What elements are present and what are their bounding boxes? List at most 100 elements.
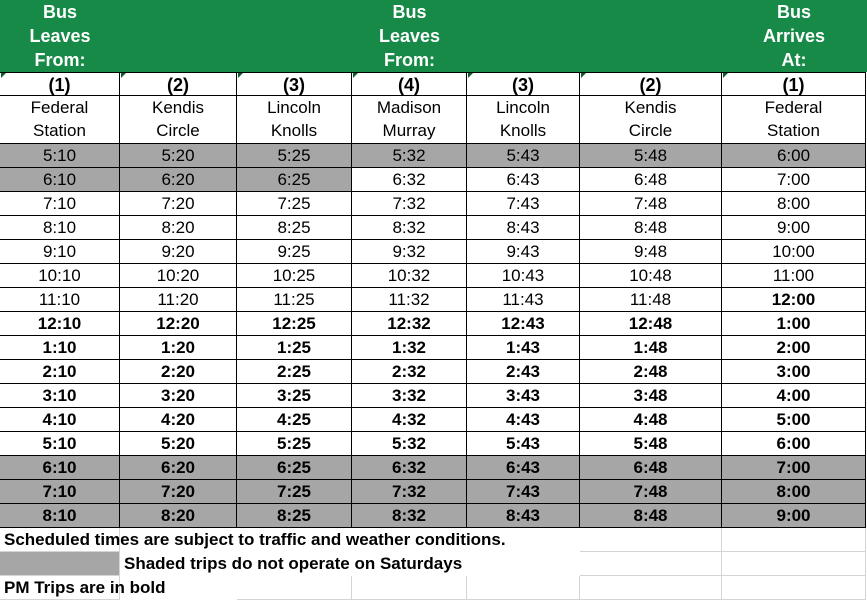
- time-cell: 7:20: [120, 480, 237, 504]
- column-number: (1): [0, 72, 120, 96]
- header-line: At:: [781, 50, 807, 70]
- time-cell: 11:48: [580, 288, 722, 312]
- column-name-line: Circle: [156, 121, 200, 140]
- time-cell: 3:20: [120, 384, 237, 408]
- time-cell: 9:48: [580, 240, 722, 264]
- column-name-line: Federal: [30, 98, 89, 117]
- column-name-line: Kendis: [624, 98, 677, 117]
- time-cell: 2:00: [722, 336, 866, 360]
- time-cell: 5:20: [120, 144, 237, 168]
- column-name: Lincoln Knolls: [237, 96, 352, 144]
- column-number: (2): [580, 72, 722, 96]
- time-cell: 9:00: [722, 504, 866, 528]
- footer-cell: [722, 576, 866, 600]
- time-cell: 5:32: [352, 432, 467, 456]
- time-cell: 12:10: [0, 312, 120, 336]
- note: PM Trips are in bold: [4, 578, 166, 597]
- time-cell: 12:20: [120, 312, 237, 336]
- header-line: From:: [384, 50, 435, 70]
- time-cell: 11:20: [120, 288, 237, 312]
- footer-cell: [580, 576, 722, 600]
- time-cell: 5:00: [722, 408, 866, 432]
- time-cell: 5:43: [467, 432, 580, 456]
- time-cell: 3:25: [237, 384, 352, 408]
- time-cell: 8:48: [580, 504, 722, 528]
- note: Shaded trips do not operate on Saturdays: [124, 554, 463, 573]
- time-cell: 7:10: [0, 480, 120, 504]
- corner-mark: [353, 72, 359, 78]
- time-cell: 8:20: [120, 504, 237, 528]
- header-line: Leaves: [378, 26, 441, 46]
- time-cell: 8:10: [0, 216, 120, 240]
- time-cell: 4:43: [467, 408, 580, 432]
- time-cell: 1:48: [580, 336, 722, 360]
- time-cell: 4:32: [352, 408, 467, 432]
- time-cell: 8:00: [722, 480, 866, 504]
- time-cell: 8:43: [467, 504, 580, 528]
- column-name-line: Murray: [382, 121, 436, 140]
- time-cell: 1:10: [0, 336, 120, 360]
- time-cell: 5:25: [237, 432, 352, 456]
- time-cell: 8:25: [237, 216, 352, 240]
- time-cell: 6:48: [580, 456, 722, 480]
- time-cell: 7:43: [467, 192, 580, 216]
- time-cell: 11:25: [237, 288, 352, 312]
- time-cell: 8:48: [580, 216, 722, 240]
- time-cell: 6:32: [352, 168, 467, 192]
- column-name-line: Station: [767, 121, 820, 140]
- time-cell: 8:20: [120, 216, 237, 240]
- column-name-line: Circle: [628, 121, 673, 140]
- header-line: Bus: [42, 2, 77, 22]
- footer-cell: [580, 528, 722, 552]
- column-name: Madison Murray: [352, 96, 467, 144]
- column-name: Federal Station: [0, 96, 120, 144]
- time-cell: 10:10: [0, 264, 120, 288]
- footer-cell: [352, 576, 467, 600]
- time-cell: 2:48: [580, 360, 722, 384]
- footer-cell: [722, 552, 866, 576]
- header-group: Bus Arrives At:: [722, 0, 866, 72]
- header-group: Bus Leaves From:: [352, 0, 467, 72]
- time-cell: 11:00: [722, 264, 866, 288]
- column-name: Lincoln Knolls: [467, 96, 580, 144]
- time-cell: 9:20: [120, 240, 237, 264]
- time-cell: 6:10: [0, 456, 120, 480]
- time-cell: 8:10: [0, 504, 120, 528]
- time-cell: 8:32: [352, 504, 467, 528]
- time-cell: 2:20: [120, 360, 237, 384]
- time-cell: 5:10: [0, 432, 120, 456]
- time-cell: 12:32: [352, 312, 467, 336]
- footer-cell: [0, 528, 120, 552]
- column-number: (4): [352, 72, 467, 96]
- corner-mark: [723, 72, 729, 78]
- header-line: Leaves: [29, 26, 91, 46]
- time-cell: 6:00: [722, 432, 866, 456]
- time-cell: 10:25: [237, 264, 352, 288]
- time-cell: 4:00: [722, 384, 866, 408]
- time-cell: 1:32: [352, 336, 467, 360]
- corner-mark: [121, 72, 127, 78]
- corner-mark: [581, 72, 587, 78]
- time-cell: 10:32: [352, 264, 467, 288]
- time-cell: 8:43: [467, 216, 580, 240]
- time-cell: 7:32: [352, 192, 467, 216]
- header-line: From:: [34, 50, 86, 70]
- note: Scheduled times are subject to traffic a…: [4, 530, 506, 549]
- time-cell: 8:00: [722, 192, 866, 216]
- column-name: Kendis Circle: [580, 96, 722, 144]
- column-name: Kendis Circle: [120, 96, 237, 144]
- time-cell: 7:20: [120, 192, 237, 216]
- time-cell: 11:10: [0, 288, 120, 312]
- time-cell: 7:25: [237, 480, 352, 504]
- time-cell: 3:43: [467, 384, 580, 408]
- time-cell: 5:48: [580, 144, 722, 168]
- column-number: (3): [467, 72, 580, 96]
- header-line: Arrives: [762, 26, 826, 46]
- time-cell: 8:32: [352, 216, 467, 240]
- time-cell: 9:10: [0, 240, 120, 264]
- time-cell: 3:00: [722, 360, 866, 384]
- time-cell: 3:32: [352, 384, 467, 408]
- time-cell: 4:20: [120, 408, 237, 432]
- time-cell: 12:00: [722, 288, 866, 312]
